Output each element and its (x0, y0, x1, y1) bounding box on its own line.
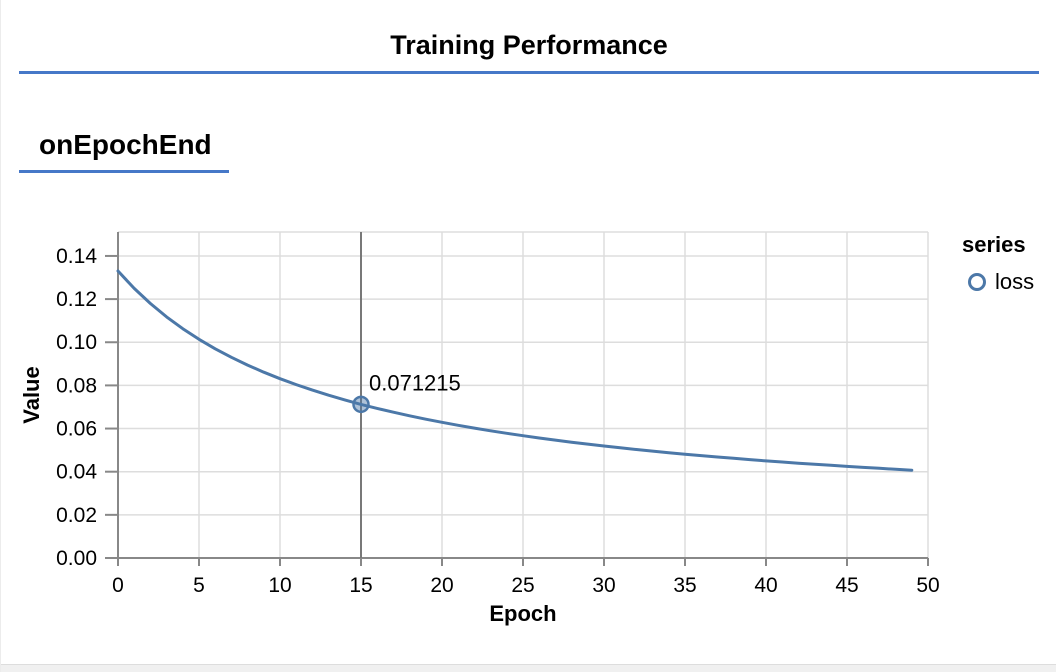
x-tick-label: 45 (835, 574, 858, 597)
x-tick-label: 15 (349, 574, 372, 597)
section-divider (19, 170, 229, 173)
x-axis-title: Epoch (489, 601, 556, 626)
highlighted-point[interactable] (352, 395, 370, 414)
y-tick-label: 0.04 (56, 461, 97, 484)
tooltip-value-label: 0.071215 (369, 370, 461, 395)
y-tick-label: 0.06 (56, 418, 97, 441)
x-tick-label: 35 (673, 574, 696, 597)
chart-legend: series loss (962, 232, 1034, 295)
loss-line (116, 269, 914, 472)
x-tick-label: 40 (754, 574, 777, 597)
bottom-scrollbar-track[interactable] (1, 664, 1056, 672)
legend-item-label: loss (995, 269, 1035, 294)
y-tick-label: 0.12 (56, 288, 97, 311)
loss-series-marker-icon (968, 273, 986, 291)
x-tick-label: 20 (430, 574, 453, 597)
x-tick-label: 30 (592, 574, 615, 597)
y-tick-label: 0.08 (56, 374, 97, 397)
section-title-onEpochEnd: onEpochEnd (39, 129, 212, 160)
y-tick-label: 0.00 (56, 547, 97, 570)
x-tick-label: 0 (112, 574, 124, 597)
x-tick-label: 25 (511, 574, 534, 597)
legend-title: series (962, 232, 1026, 257)
x-tick-label: 50 (916, 574, 939, 597)
x-tick-label: 10 (268, 574, 291, 597)
x-tick-label: 5 (193, 574, 205, 597)
y-tick-label: 0.10 (56, 331, 97, 354)
y-axis-title: Value (19, 366, 44, 423)
title-divider (19, 71, 1039, 74)
page-title: Training Performance (390, 30, 668, 60)
legend-item-loss[interactable]: loss (962, 269, 1034, 295)
y-tick-label: 0.14 (56, 245, 97, 268)
y-tick-label: 0.02 (56, 504, 97, 527)
